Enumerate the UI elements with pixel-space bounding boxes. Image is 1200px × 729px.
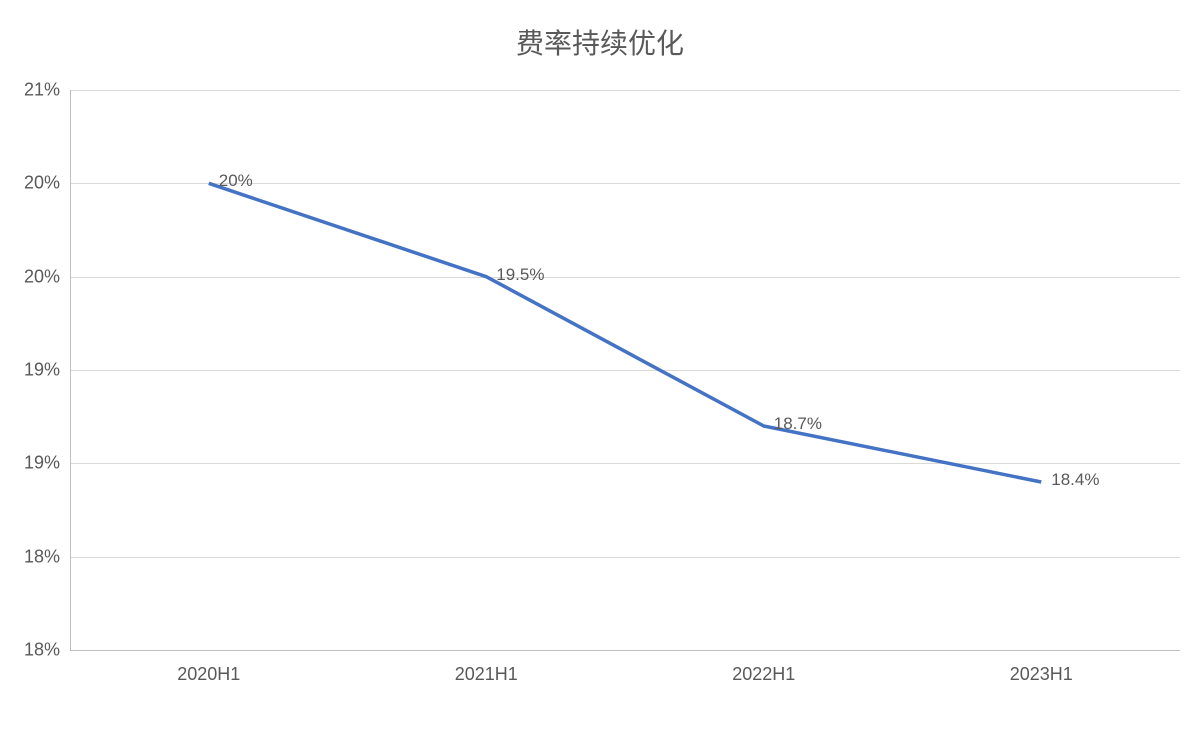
data-label: 20% (219, 171, 253, 191)
x-tick-label: 2023H1 (1010, 664, 1073, 685)
y-tick-label: 19% (12, 360, 60, 381)
data-label: 18.7% (774, 414, 822, 434)
data-label: 18.4% (1051, 470, 1099, 490)
y-tick-label: 18% (12, 546, 60, 567)
chart-title: 费率持续优化 (0, 22, 1200, 62)
x-tick-label: 2021H1 (455, 664, 518, 685)
y-tick-label: 21% (12, 80, 60, 101)
y-tick-label: 20% (12, 266, 60, 287)
chart-container: 费率持续优化 21% 20% 20% 19% 19% 18% 18% 20% 1… (0, 0, 1200, 729)
data-label: 19.5% (496, 265, 544, 285)
series-polyline (209, 183, 1042, 482)
y-tick-label: 18% (12, 640, 60, 661)
x-tick-label: 2022H1 (732, 664, 795, 685)
x-tick-label: 2020H1 (177, 664, 240, 685)
y-tick-label: 19% (12, 453, 60, 474)
plot-area: 20% 19.5% 18.7% 18.4% (70, 90, 1180, 650)
x-axis-line (70, 650, 1180, 651)
y-tick-label: 20% (12, 173, 60, 194)
